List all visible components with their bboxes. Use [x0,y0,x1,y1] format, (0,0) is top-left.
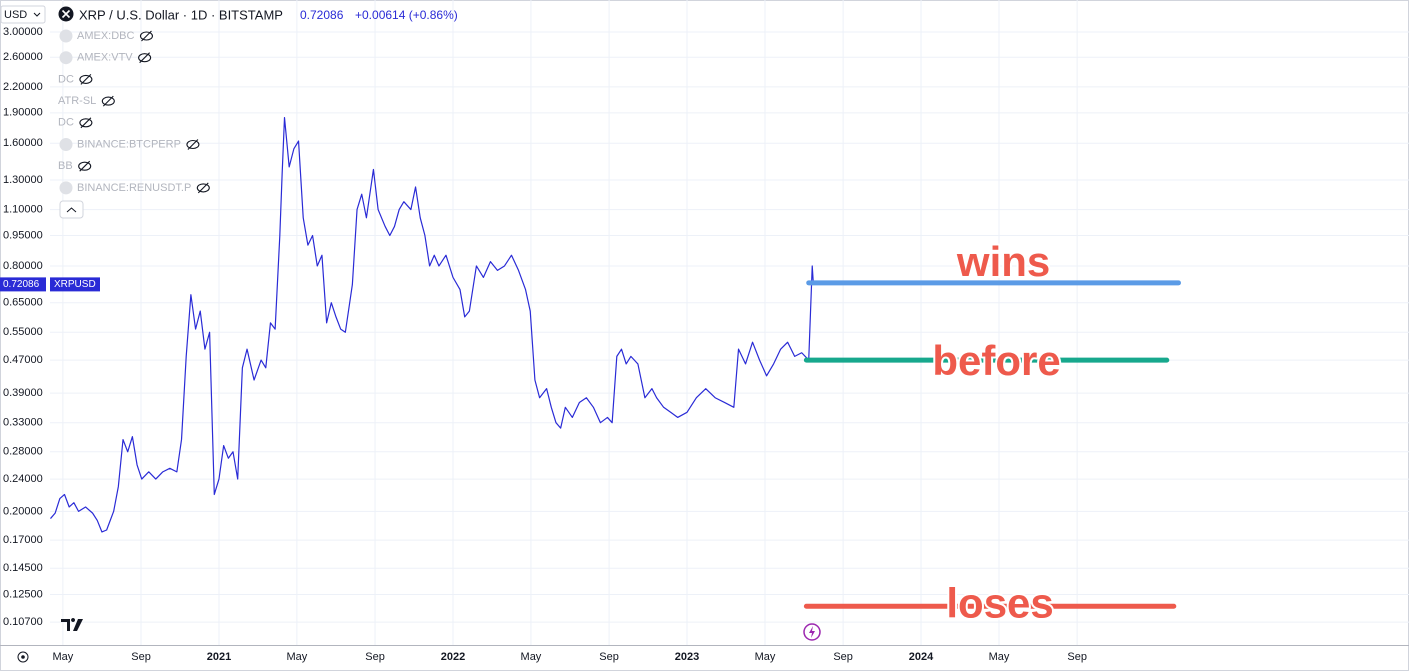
indicator-label: BINANCE:BTCPERP [77,138,181,150]
price-tag-label: 0.72086 [3,279,40,290]
hidden-eye-icon[interactable] [79,74,93,84]
hidden-eye-slash [139,52,151,64]
hidden-eye-slash [187,139,199,150]
y-tick-label: 1.30000 [3,174,43,186]
symbol-logo-mark [61,9,71,19]
y-tick-label: 0.28000 [3,446,43,458]
y-tick-label: 0.33000 [3,417,43,429]
price-tag [0,277,46,292]
x-axis: May Sep 2021 May Sep 2022 May Sep 2023 May Sep 2024… [52,651,1086,663]
x-tick-label: Sep [599,651,619,663]
price-line [50,116,814,533]
hidden-eye-icon[interactable] [139,31,154,41]
x-tick-label: 2023 [675,651,699,663]
x-tick-label: May [989,651,1010,663]
x-tick-label: May [755,651,776,663]
indicator-logo [59,138,73,151]
y-tick-label: 0.95000 [3,229,43,241]
hidden-eye-icon[interactable] [186,139,200,150]
indicator-logo [59,29,73,43]
symbol-tag-label: XRPUSD [54,279,96,290]
y-tick-label: 0.17000 [3,534,43,546]
x-tick-label: 2022 [441,651,465,663]
hidden-eye-slash [80,117,92,129]
y-tick-label: 0.47000 [3,354,43,366]
y-tick-label: 0.14500 [3,562,43,574]
y-tick-label: 2.20000 [3,81,43,93]
annotation-text: wins [956,238,1050,285]
hidden-eye-slash [141,30,152,42]
y-tick-label: 0.65000 [3,297,43,309]
annotation-text: before [932,337,1060,384]
indicator-logo [59,51,73,65]
indicator-label: AMEX:DBC [77,30,135,42]
y-tick-label: 1.10000 [3,203,43,215]
collapse-icon [66,207,77,213]
tv-logo [61,618,83,631]
x-tick-label: 2021 [207,651,231,663]
annotation-text: loses [946,579,1053,626]
indicator-label: BINANCE:RENUSDT.P [77,182,191,194]
grid [50,0,1409,645]
indicator-logo [59,181,73,195]
y-tick-label: 0.20000 [3,505,43,517]
hidden-eye-icon[interactable] [79,118,93,128]
currency-dropdown[interactable] [0,5,46,24]
annotations: wins before loses [803,236,1181,628]
hidden-eye-slash [197,182,209,194]
y-tick-label: 2.60000 [3,51,43,63]
indicator-label: BB [58,160,73,172]
y-tick-label: 0.80000 [3,260,43,272]
currency-label: USD [4,9,27,21]
y-tick-label: 0.55000 [3,326,43,338]
chart-title: XRP / U.S. Dollar · 1D · BITSTAMP [79,7,283,22]
collapse-button[interactable] [59,200,84,219]
symbol-tag [50,277,100,292]
y-tick-label: 0.12500 [3,588,43,600]
settings-icon-dot [21,655,25,659]
y-tick-label: 1.60000 [3,137,43,149]
x-tick-label: Sep [131,651,151,663]
y-tick-label: 3.00000 [3,26,43,38]
y-tick-label: 0.24000 [3,473,43,485]
event-icon-bolt [809,626,815,638]
y-tick-label: 0.39000 [3,387,43,399]
x-tick-label: Sep [365,651,385,663]
indicator-label: DC [58,73,74,85]
indicator-list: AMEX:DBCAMEX:VTVDCATR-SLDCBINANCE:BTCPER… [58,29,210,195]
x-tick-label: Sep [1067,651,1087,663]
y-axis: 3.00000 2.60000 2.20000 1.90000 1.60000 1.300… [0,26,100,628]
x-tick-label: May [52,651,73,663]
hidden-eye-icon[interactable] [101,96,115,106]
hidden-eye-icon[interactable] [78,161,92,171]
plot-area [50,116,814,533]
y-tick-label: 0.10700 [3,616,43,628]
chevron-icon [33,12,41,17]
hidden-eye-slash [79,160,91,172]
x-tick-label: 2024 [909,651,934,663]
hidden-eye-slash [80,74,92,85]
hidden-eye-slash [102,95,114,107]
indicator-label: ATR-SL [58,95,96,107]
indicator-label: DC [58,117,74,129]
last-price: 0.72086 [300,8,344,22]
y-tick-label: 1.90000 [3,107,43,119]
indicator-label: AMEX:VTV [77,52,133,64]
price-change: +0.00614 (+0.86%) [355,8,458,22]
x-tick-label: May [287,651,308,663]
x-tick-label: May [521,651,542,663]
x-tick-label: Sep [833,651,853,663]
hidden-eye-icon[interactable] [138,53,152,63]
hidden-eye-icon[interactable] [196,183,210,193]
settings-icon[interactable] [17,651,29,663]
